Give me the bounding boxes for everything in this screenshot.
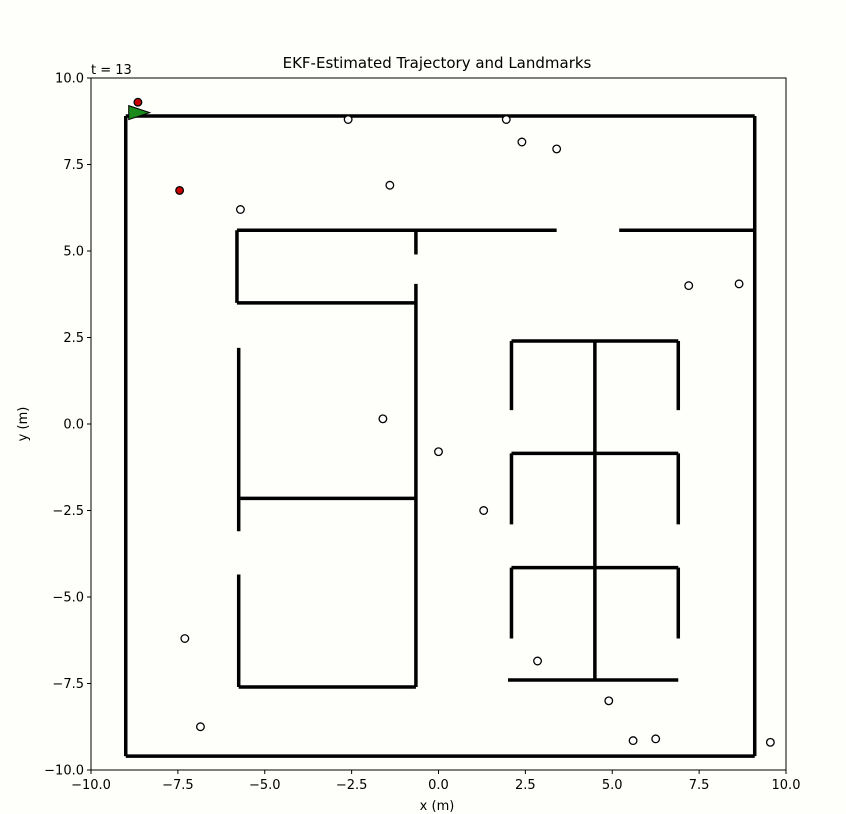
y-tick-label: −2.5 (52, 504, 84, 519)
landmark-point (651, 734, 661, 744)
landmark-point (604, 696, 614, 706)
landmark-point (734, 279, 744, 289)
landmark-point (765, 737, 775, 747)
x-tick-label: 0.0 (428, 778, 449, 793)
robot-pose-marker (128, 104, 152, 121)
x-tick-label: −10.0 (71, 778, 111, 793)
landmark-point (378, 414, 388, 424)
x-tick-label: −5.0 (249, 778, 281, 793)
landmark-point (196, 722, 205, 732)
y-tick-label: 0.0 (63, 418, 84, 433)
y-tick-label: 10.0 (55, 72, 84, 87)
x-axis-label: x (m) (420, 799, 455, 814)
time-label: t = 13 (91, 63, 132, 78)
landmark-point (235, 205, 245, 214)
x-tick-label: 2.5 (515, 778, 536, 793)
x-tick-label: 10.0 (772, 778, 801, 793)
landmark-point (434, 447, 443, 457)
observed-landmark-point (175, 185, 185, 195)
landmark-point (552, 144, 562, 154)
y-tick-label: −5.0 (52, 591, 84, 606)
y-tick-label: 2.5 (63, 331, 84, 346)
landmark-point (533, 656, 542, 666)
chart-title: EKF-Estimated Trajectory and Landmarks (283, 54, 592, 72)
landmark-point (684, 281, 694, 291)
landmark-point (385, 180, 395, 190)
y-tick-label: −7.5 (52, 677, 84, 692)
x-tick-label: 5.0 (602, 778, 623, 793)
y-tick-label: −10.0 (44, 764, 84, 779)
landmark-point (628, 736, 638, 746)
x-tick-label: −7.5 (162, 778, 194, 793)
landmark-point (479, 506, 489, 515)
landmark-point (501, 115, 511, 124)
landmark-point (343, 115, 353, 124)
x-axis-ticks: −10.0 −7.5 −5.0 −2.5 0.0 2.5 5.0 7.5 10.0 (71, 770, 800, 793)
plot-area (90, 77, 787, 771)
x-tick-label: 7.5 (689, 778, 710, 793)
x-tick-label: −2.5 (336, 778, 368, 793)
y-axis-ticks: −10.0 −7.5 −5.0 −2.5 0.0 2.5 5.0 7.5 10.0 (44, 72, 91, 779)
y-tick-label: 5.0 (63, 245, 84, 260)
y-axis-label: y (m) (16, 407, 31, 442)
landmark-point (180, 634, 190, 643)
observed-landmark-point (133, 97, 143, 107)
y-tick-label: 7.5 (63, 158, 84, 173)
landmark-point (517, 137, 527, 147)
